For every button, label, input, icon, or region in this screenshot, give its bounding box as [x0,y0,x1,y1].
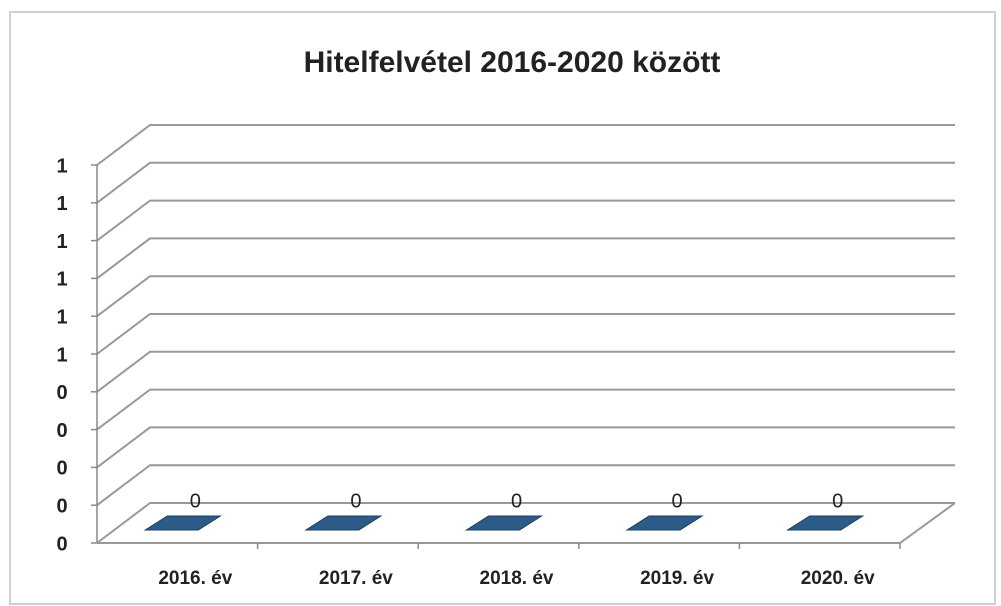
grid-line [96,199,955,242]
y-tick-label: 0 [56,495,67,517]
data-label: 0 [190,490,201,512]
y-tick-label: 1 [56,155,67,177]
x-tick-label: 2016. év [158,568,232,589]
grid-line [96,237,955,280]
y-tick-label: 1 [56,231,67,253]
y-tick-label: 1 [56,344,67,366]
y-tick-label: 0 [56,382,67,404]
chart-border [9,11,996,605]
bar [464,515,544,531]
bar [625,515,704,531]
grid-line [96,124,955,166]
data-label: 0 [672,490,683,512]
x-tick-label: 2020. év [801,568,875,589]
grid-line [96,313,955,355]
grid-line [96,464,955,506]
y-tick-label: 0 [56,420,67,442]
grid-line [96,350,955,393]
y-tick-label: 1 [56,306,67,328]
grid-line [96,426,955,469]
bar [785,515,865,531]
y-tick-label: 0 [56,533,67,555]
bar [143,515,223,531]
data-label: 0 [350,490,361,512]
data-label: 0 [511,490,522,512]
grid-line [96,161,955,204]
chart-title: Hitelfelvétel 2016-2020 között [304,46,721,79]
x-tick-label: 2019. év [640,568,714,589]
grid-line [96,275,955,317]
y-tick-label: 0 [56,458,67,480]
y-tick-label: 1 [56,269,67,291]
bar [304,515,383,531]
grid-line [96,502,955,544]
x-tick-label: 2017. év [319,568,393,589]
data-label: 0 [832,490,843,512]
y-tick-label: 1 [56,193,67,215]
grid-line [96,388,955,431]
x-tick-label: 2018. év [480,568,554,589]
